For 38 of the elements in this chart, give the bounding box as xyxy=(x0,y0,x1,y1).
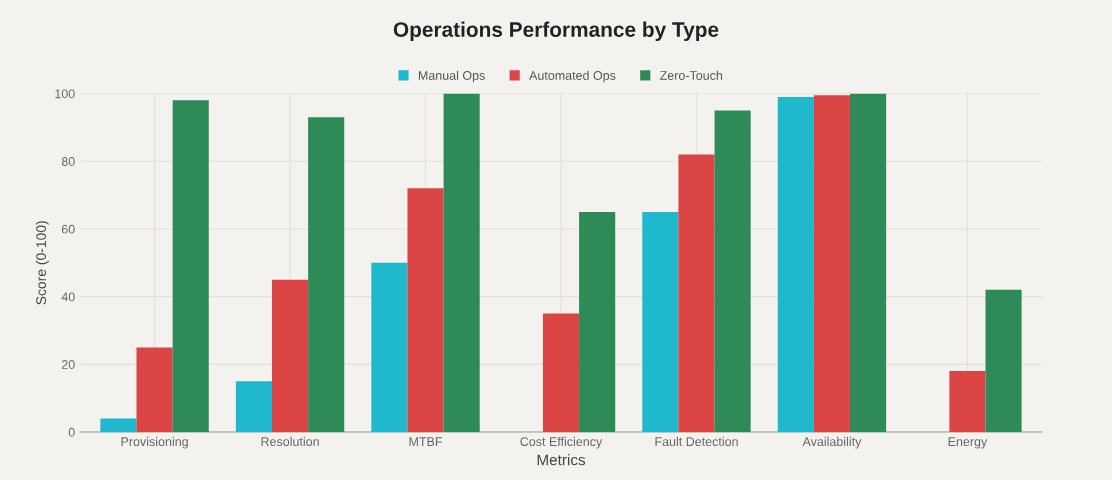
legend-label: Manual Ops xyxy=(418,70,485,83)
y-tick-label: 80 xyxy=(61,157,75,166)
legend-label: Automated Ops xyxy=(529,70,616,83)
x-axis-title: Metrics xyxy=(537,454,586,466)
y-tick-label: 20 xyxy=(61,360,75,369)
bar xyxy=(100,418,137,432)
bar xyxy=(714,110,751,432)
x-tick-label: Fault Detection xyxy=(655,436,738,447)
bar xyxy=(308,117,345,432)
bar xyxy=(678,154,715,432)
y-tick-label: 60 xyxy=(61,224,75,234)
bar xyxy=(850,93,887,432)
chart-title: Operations Performance by Type xyxy=(393,21,719,42)
y-axis-title: Score (0-100) xyxy=(35,221,49,305)
bar xyxy=(777,96,814,432)
x-tick-label: Provisioning xyxy=(121,436,188,449)
bar xyxy=(642,212,679,432)
bar xyxy=(172,100,209,432)
bar xyxy=(579,212,616,432)
legend-label: Zero-Touch xyxy=(660,70,723,80)
x-tick-label: Energy xyxy=(948,437,988,449)
x-tick-label: Resolution xyxy=(261,436,319,447)
bar xyxy=(136,347,173,432)
bar xyxy=(813,95,851,432)
y-tick-label: 100 xyxy=(55,89,75,99)
bar xyxy=(235,381,272,432)
bar xyxy=(407,188,444,432)
x-tick-label: Cost Efficiency xyxy=(520,436,603,449)
x-tick-label: Availability xyxy=(802,436,862,449)
bar xyxy=(371,262,408,432)
y-tick-label: 40 xyxy=(61,292,75,302)
bar xyxy=(542,313,580,432)
y-tick-label: 0 xyxy=(68,427,75,437)
x-tick-label: MTBF xyxy=(409,437,443,446)
bar xyxy=(271,279,309,432)
bar xyxy=(985,289,1022,432)
bar xyxy=(443,93,480,432)
bar xyxy=(949,371,986,432)
